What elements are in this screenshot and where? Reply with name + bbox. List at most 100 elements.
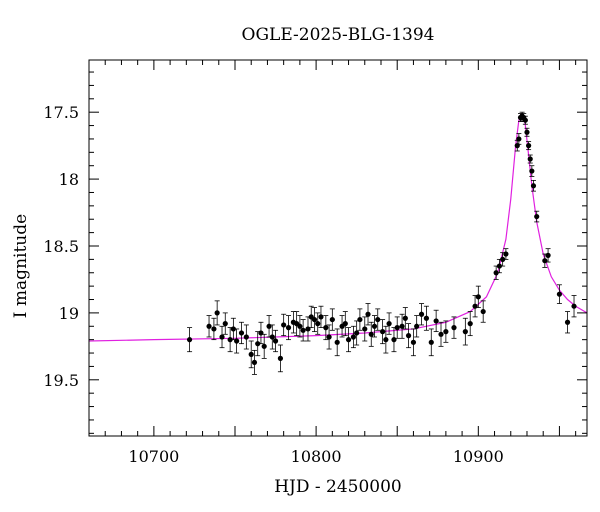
point-marker: [399, 323, 405, 329]
point-marker: [516, 136, 522, 142]
point-marker: [365, 311, 371, 317]
data-point: [371, 315, 378, 338]
point-marker: [480, 308, 486, 315]
data-point: [433, 309, 439, 333]
point-marker: [383, 337, 389, 343]
data-point: [443, 320, 449, 343]
point-marker: [493, 270, 499, 276]
data-point: [480, 300, 486, 323]
point-marker: [542, 258, 548, 264]
point-marker: [402, 315, 408, 321]
point-marker: [222, 321, 228, 327]
data-point: [211, 317, 217, 341]
data-point: [418, 303, 425, 326]
data-point: [375, 308, 381, 331]
point-marker: [571, 303, 577, 309]
y-tick-label: 17.5: [43, 103, 79, 122]
data-point: [269, 324, 275, 350]
point-marker: [443, 329, 449, 335]
data-point: [334, 328, 340, 357]
data-point: [214, 300, 220, 326]
data-point: [530, 180, 537, 192]
point-marker: [354, 330, 360, 336]
point-marker: [405, 333, 412, 339]
data-point: [222, 312, 228, 335]
point-marker: [277, 355, 284, 361]
data-point: [380, 319, 386, 345]
y-tick-label: 18: [59, 170, 79, 189]
data-point: [277, 344, 284, 373]
point-marker: [211, 326, 217, 332]
data-point: [350, 325, 357, 349]
point-marker: [414, 323, 420, 329]
data-point: [238, 321, 245, 345]
point-marker: [564, 319, 571, 325]
data-point: [227, 327, 233, 353]
data-point: [266, 315, 272, 338]
data-point: [243, 324, 249, 350]
point-marker: [418, 311, 425, 317]
point-marker: [522, 117, 528, 123]
point-marker: [350, 334, 357, 340]
data-point: [326, 324, 332, 350]
data-point: [516, 133, 522, 145]
point-marker: [423, 315, 430, 321]
chart-title: OGLE-2025-BLG-1394: [242, 25, 435, 45]
data-point: [329, 308, 335, 331]
data-point: [305, 316, 311, 342]
point-marker: [462, 329, 468, 335]
point-marker: [186, 337, 193, 343]
point-marker: [496, 263, 503, 269]
point-marker: [255, 341, 261, 347]
data-point: [402, 307, 408, 330]
point-marker: [342, 321, 348, 327]
x-tick-label: 10900: [453, 447, 504, 466]
data-point: [311, 307, 318, 333]
data-point: [399, 313, 405, 339]
y-tick-label: 19.5: [43, 371, 79, 390]
data-point: [285, 315, 292, 341]
data-point: [545, 248, 551, 263]
x-tick-label: 10700: [128, 447, 179, 466]
point-marker: [375, 316, 381, 323]
point-marker: [345, 337, 352, 343]
point-marker: [261, 343, 267, 349]
data-point: [258, 321, 264, 345]
point-marker: [230, 326, 236, 332]
data-point: [357, 308, 363, 331]
y-tick-label: 19: [59, 304, 79, 323]
point-marker: [524, 129, 530, 135]
point-marker: [503, 251, 509, 257]
point-marker: [545, 252, 551, 258]
point-marker: [556, 291, 563, 297]
data-point: [281, 313, 287, 337]
point-marker: [214, 310, 220, 316]
point-marker: [281, 322, 287, 328]
point-marker: [527, 156, 533, 162]
data-point: [524, 127, 530, 137]
data-point: [428, 328, 434, 357]
data-point: [526, 141, 532, 151]
point-marker: [500, 256, 506, 262]
data-point: [527, 154, 533, 164]
y-axis-label: I magnitude: [11, 214, 31, 318]
data-point: [462, 317, 468, 346]
point-marker: [318, 314, 324, 320]
data-point: [318, 305, 324, 329]
data-point: [414, 315, 420, 338]
data-point: [556, 284, 563, 304]
data-point: [500, 252, 506, 267]
data-point: [300, 319, 306, 342]
data-point: [365, 303, 371, 326]
x-axis-label: HJD - 2450000: [274, 477, 402, 497]
data-point: [467, 311, 473, 337]
data-point: [294, 311, 300, 337]
data-point: [383, 325, 389, 354]
point-marker: [248, 351, 254, 357]
data-point: [261, 333, 267, 359]
point-marker: [530, 183, 537, 189]
x-tick-label: 10800: [291, 447, 342, 466]
data-point: [522, 115, 528, 125]
data-point: [386, 312, 392, 335]
point-marker: [472, 303, 478, 309]
